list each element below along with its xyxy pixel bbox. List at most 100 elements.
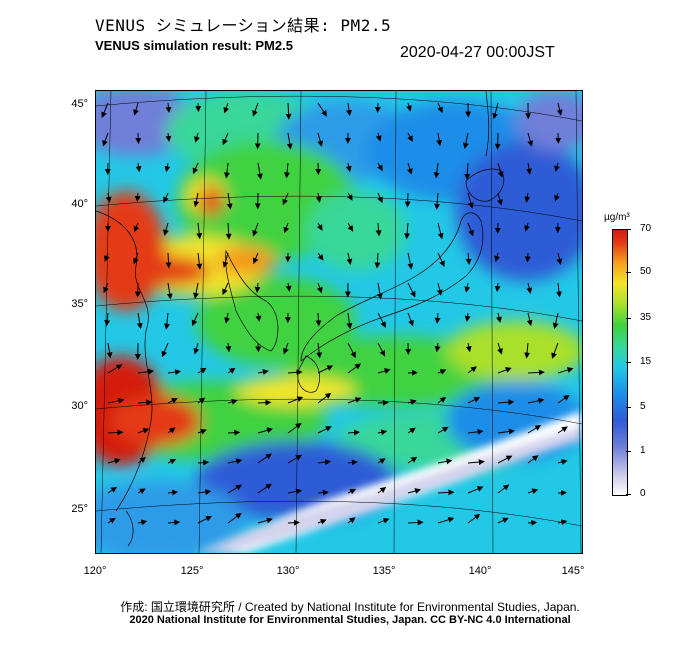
wind-arrow bbox=[347, 342, 356, 359]
wind-arrow bbox=[375, 132, 382, 142]
wind-arrow bbox=[223, 162, 230, 179]
wind-arrow bbox=[526, 282, 533, 294]
wind-arrow bbox=[227, 458, 243, 465]
wind-arrow bbox=[492, 102, 499, 120]
wind-arrow bbox=[494, 252, 501, 263]
colorbar-tick bbox=[626, 407, 631, 408]
wind-arrow bbox=[167, 369, 182, 376]
wind-arrow bbox=[102, 132, 109, 147]
wind-arrow bbox=[346, 192, 353, 201]
wind-arrow bbox=[437, 102, 443, 114]
wind-arrow bbox=[497, 428, 515, 435]
wind-arrow bbox=[165, 102, 172, 113]
wind-arrow bbox=[257, 453, 272, 464]
wind-arrow bbox=[437, 369, 447, 375]
wind-arrow bbox=[192, 162, 199, 175]
wind-arrow bbox=[167, 458, 177, 465]
wind-arrow bbox=[407, 252, 414, 270]
wind-arrow bbox=[347, 363, 362, 374]
wind-arrow bbox=[107, 364, 123, 374]
wind-arrow bbox=[407, 312, 414, 327]
wind-arrow bbox=[497, 192, 503, 206]
wind-arrow bbox=[407, 456, 418, 464]
map-title-english: VENUS simulation result: PM2.5 bbox=[95, 38, 293, 53]
wind-arrow bbox=[404, 192, 411, 208]
wind-arrow bbox=[135, 162, 142, 173]
wind-arrow bbox=[467, 366, 477, 374]
wind-arrow bbox=[434, 312, 441, 324]
wind-arrow bbox=[167, 489, 179, 496]
colorbar-tick bbox=[626, 318, 631, 319]
wind-arrow bbox=[467, 513, 481, 524]
wind-arrow bbox=[557, 394, 570, 404]
wind-arrow bbox=[407, 427, 416, 434]
wind-arrow bbox=[527, 425, 542, 434]
wind-arrow bbox=[497, 399, 515, 406]
wind-arrow bbox=[497, 367, 512, 374]
wind-arrow bbox=[317, 365, 334, 374]
wind-arrow bbox=[436, 282, 443, 296]
wind-arrow bbox=[317, 459, 332, 466]
wind-arrow bbox=[377, 192, 383, 204]
wind-arrow bbox=[104, 252, 110, 262]
wind-arrow bbox=[347, 459, 358, 466]
colorbar-label-15: 15 bbox=[640, 356, 652, 367]
wind-arrow bbox=[227, 367, 236, 374]
wind-arrow bbox=[437, 252, 445, 267]
wind-arrow bbox=[252, 222, 259, 237]
wind-arrow bbox=[467, 222, 474, 237]
wind-arrow bbox=[467, 486, 484, 494]
wind-arrow bbox=[467, 428, 484, 435]
wind-arrow bbox=[254, 282, 261, 293]
wind-arrow bbox=[227, 398, 238, 405]
credit-line-2: 2020 National Institute for Environmenta… bbox=[129, 614, 571, 626]
wind-arrow bbox=[317, 518, 327, 525]
wind-arrow bbox=[193, 282, 199, 299]
colorbar-label-5: 5 bbox=[640, 401, 646, 412]
wind-arrow bbox=[161, 342, 169, 358]
lon-label-135: 135° bbox=[372, 565, 396, 577]
wind-arrow bbox=[227, 512, 242, 524]
colorbar-label-1: 1 bbox=[640, 445, 646, 456]
wind-arrow bbox=[133, 222, 140, 233]
clean-air-band bbox=[196, 411, 582, 553]
wind-arrow bbox=[467, 192, 474, 209]
wind-arrow bbox=[287, 454, 302, 464]
wind-arrow bbox=[196, 252, 203, 270]
wind-arrow bbox=[437, 222, 444, 240]
wind-arrow bbox=[197, 428, 207, 435]
wind-arrow bbox=[317, 426, 332, 434]
colorbar-label-35: 35 bbox=[640, 312, 652, 323]
lat-label-45: 45° bbox=[71, 98, 88, 110]
wind-arrow bbox=[134, 192, 141, 203]
wind-arrow bbox=[377, 399, 389, 406]
wind-arrow bbox=[287, 396, 304, 404]
wind-arrow bbox=[137, 399, 153, 406]
wind-arrow bbox=[107, 397, 125, 404]
lat-label-30: 30° bbox=[71, 400, 88, 412]
wind-arrow bbox=[137, 368, 155, 375]
wind-arrow bbox=[257, 483, 272, 494]
lat-label-35: 35° bbox=[71, 298, 88, 310]
wind-arrow bbox=[464, 312, 471, 322]
wind-arrow bbox=[434, 192, 441, 210]
wind-arrow bbox=[107, 458, 121, 464]
wind-arrow bbox=[464, 162, 471, 180]
wind-arrow bbox=[462, 132, 469, 150]
wind-arrow bbox=[107, 429, 124, 436]
wind-arrow bbox=[196, 222, 203, 240]
wind-arrow bbox=[524, 222, 530, 232]
wind-arrow bbox=[347, 517, 356, 524]
wind-arrow bbox=[497, 455, 513, 464]
wind-arrow bbox=[107, 486, 118, 494]
pm25-concentration-map bbox=[95, 90, 583, 554]
wind-arrow bbox=[257, 517, 273, 524]
colorbar-label-0: 0 bbox=[640, 488, 646, 499]
wind-arrow bbox=[406, 162, 413, 175]
wind-arrow bbox=[347, 222, 354, 232]
wind-arrow bbox=[557, 426, 568, 434]
wind-arrow bbox=[257, 399, 272, 406]
wind-vector-field bbox=[101, 102, 574, 526]
wind-arrow bbox=[167, 519, 181, 526]
colorbar-tick bbox=[626, 362, 631, 363]
